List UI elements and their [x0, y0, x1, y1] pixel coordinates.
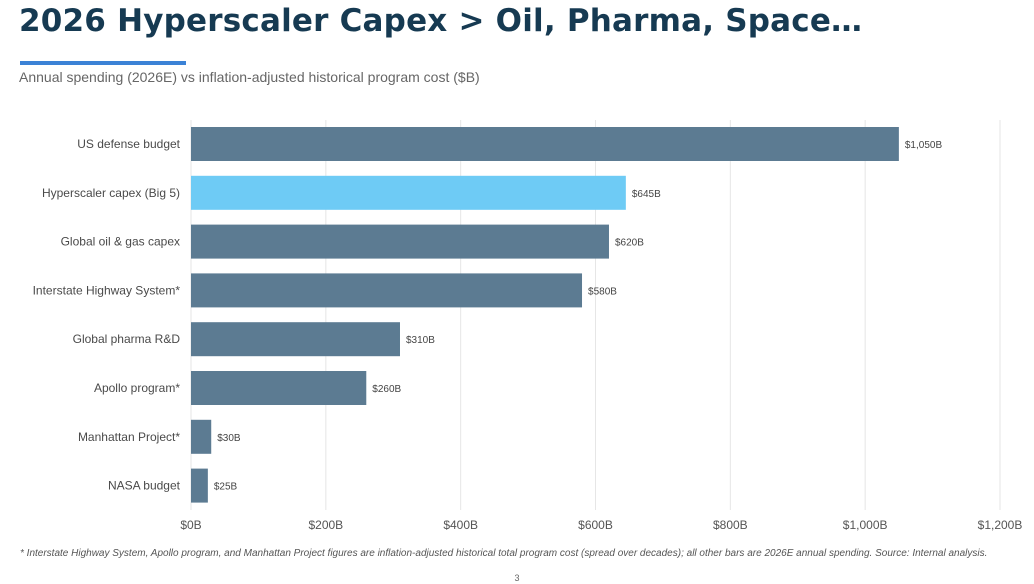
x-tick-label: $1,000B	[843, 518, 888, 532]
title-accent-underline	[20, 61, 186, 65]
x-tick-label: $600B	[578, 518, 613, 532]
bar	[191, 322, 400, 357]
bar	[191, 468, 208, 503]
x-axis-ticks: $0B $200B $400B $600B $800B $1,000B $1,200B	[180, 518, 1022, 532]
x-tick-label: $1,200B	[978, 518, 1023, 532]
data-label: $645B	[632, 189, 661, 200]
x-tick-label: $200B	[308, 518, 343, 532]
chart-subtitle: Annual spending (2026E) vs inflation-adj…	[19, 69, 480, 85]
category-label: Global pharma R&D	[73, 332, 181, 346]
x-tick-label: $400B	[443, 518, 478, 532]
category-label: NASA budget	[108, 479, 181, 493]
x-tick-label: $0B	[180, 518, 201, 532]
data-label: $1,050B	[905, 140, 943, 151]
x-tick-label: $800B	[713, 518, 748, 532]
bar	[191, 371, 367, 405]
category-label: Global oil & gas capex	[61, 235, 180, 249]
data-label: $310B	[406, 335, 435, 346]
data-label: $25B	[214, 482, 238, 493]
bar	[191, 175, 626, 210]
bar	[191, 224, 609, 259]
category-label: Hyperscaler capex (Big 5)	[42, 186, 180, 200]
page-number: 3	[514, 573, 520, 583]
data-label: $260B	[372, 384, 401, 395]
bars	[191, 127, 899, 503]
data-label: $580B	[588, 286, 617, 297]
bar	[191, 273, 583, 308]
bar	[191, 127, 899, 161]
page-title: 2026 Hyperscaler Capex > Oil, Pharma, Sp…	[19, 3, 863, 39]
category-label: US defense budget	[77, 137, 180, 151]
category-labels: US defense budget Hyperscaler capex (Big …	[33, 137, 181, 493]
bar	[191, 419, 212, 454]
category-label: Manhattan Project*	[78, 430, 180, 444]
footnote: * Interstate Highway System, Apollo prog…	[20, 548, 988, 559]
data-label: $30B	[217, 433, 241, 444]
data-labels: $1,050B $645B $620B $580B $310B $260B $30B $25B	[214, 140, 943, 493]
data-label: $620B	[615, 238, 644, 249]
bar-chart: US defense budget Hyperscaler capex (Big …	[33, 120, 1022, 532]
category-label: Apollo program*	[94, 381, 180, 395]
category-label: Interstate Highway System*	[33, 283, 181, 297]
